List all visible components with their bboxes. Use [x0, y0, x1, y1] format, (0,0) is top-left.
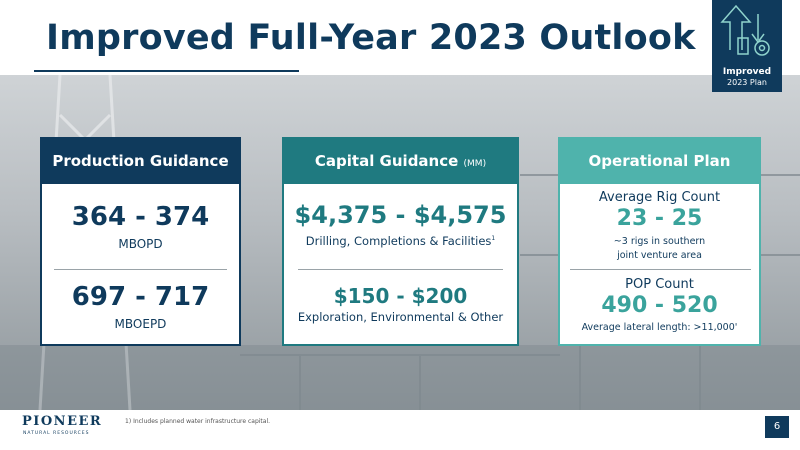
card-unit: (MM): [463, 159, 487, 169]
plan-badge: Improved 2023 Plan: [712, 0, 782, 92]
badge-line: 2023 Plan: [727, 78, 767, 87]
production-card: Production Guidance 364 - 374 MBOPD 697 …: [40, 137, 241, 346]
metric-value: 364 - 374: [71, 202, 210, 232]
metric-value: $150 - $200: [333, 284, 468, 308]
metric-note: ~3 rigs in southern: [613, 236, 706, 247]
metric-value: 490 - 520: [601, 293, 718, 318]
badge-icon: [720, 4, 770, 56]
divider: [298, 269, 503, 270]
card-header: Production Guidance: [42, 139, 239, 184]
metric-heading: POP Count: [625, 277, 694, 292]
card-header: Operational Plan: [560, 139, 759, 184]
metric-heading: Average Rig Count: [598, 190, 721, 205]
company-logo: PIONEER: [22, 414, 103, 429]
metric-label: Drilling, Completions & Facilities: [305, 234, 492, 248]
capital-card: Capital Guidance (MM) $4,375 - $4,575 Dr…: [282, 137, 519, 346]
metric-label: MBOPD: [118, 237, 163, 251]
metric-note: joint venture area: [617, 250, 702, 261]
metric-note: Average lateral length: >11,000': [581, 322, 738, 333]
slide-title: Improved Full-Year 2023 Outlook: [46, 18, 696, 58]
title-rule: [34, 70, 299, 72]
operational-card: Operational Plan Average Rig Count 23 - …: [558, 137, 761, 346]
card-title: Capital Guidance: [314, 152, 459, 170]
footnote-marker: 1: [491, 235, 496, 243]
metric-value: $4,375 - $4,575: [294, 201, 507, 229]
metric-label: Exploration, Environmental & Other: [297, 310, 504, 324]
page-number: 6: [765, 416, 789, 438]
card-header: Capital Guidance (MM): [284, 139, 517, 184]
company-logo-sub: NATURAL RESOURCES: [23, 431, 90, 436]
metric-value: 23 - 25: [616, 206, 703, 231]
badge-line: Improved: [722, 67, 772, 77]
footnote: 1) Includes planned water infrastructure…: [125, 418, 271, 425]
metric-value: 697 - 717: [71, 282, 210, 312]
divider: [570, 269, 751, 270]
metric-label-row: Drilling, Completions & Facilities1: [284, 234, 517, 248]
divider: [54, 269, 227, 270]
metric-label: MBOEPD: [114, 317, 167, 331]
